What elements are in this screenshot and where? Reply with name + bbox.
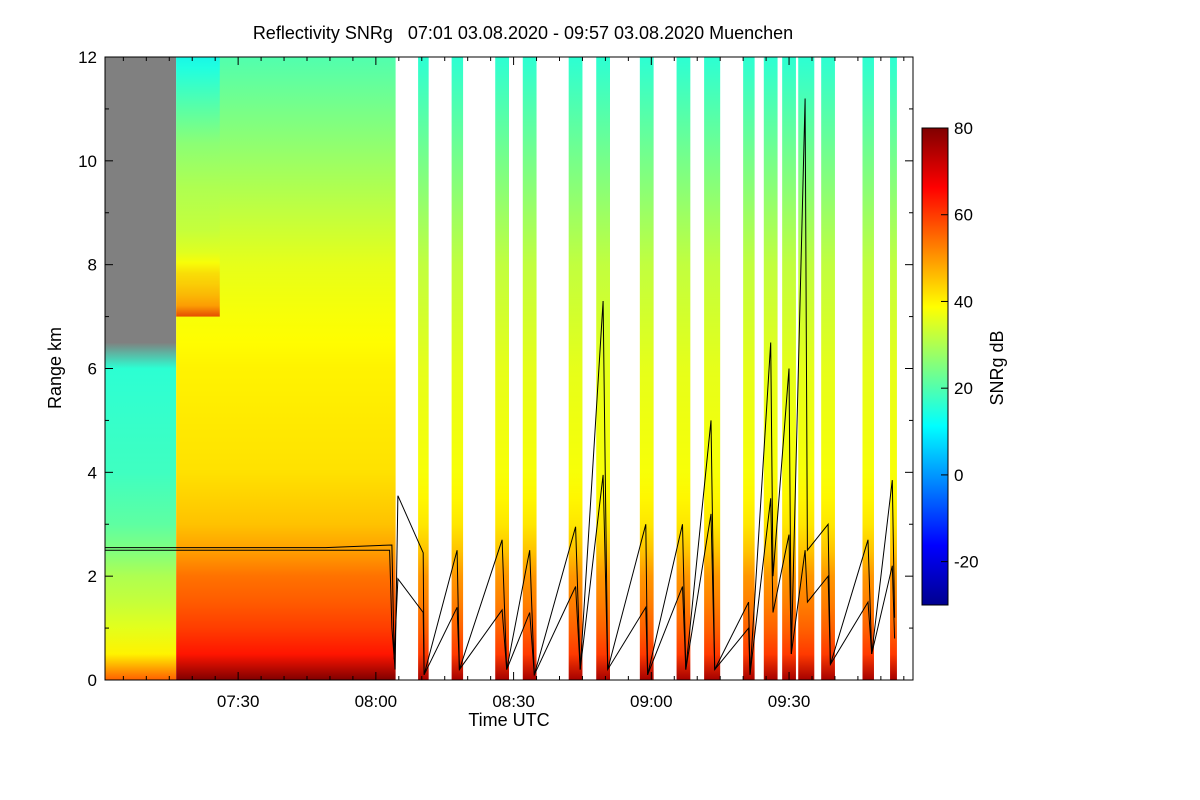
x-axis: 07:30 08:00 08:30 09:00 09:30 (122, 57, 905, 711)
colorbar-tick-label: -20 (954, 553, 979, 572)
heatmap-segment (862, 57, 874, 680)
x-tick-label: 09:30 (768, 692, 811, 711)
y-tick-label: 12 (78, 48, 97, 67)
heatmap-segment (176, 57, 220, 317)
heatmap-segment (704, 57, 721, 680)
colorbar-label: SNRg dB (987, 330, 1007, 405)
heatmap-segment (821, 57, 835, 680)
y-axis: 0 2 4 6 8 10 12 (78, 48, 913, 690)
y-axis-label: Range km (45, 327, 65, 409)
heatmap-segment (596, 57, 610, 680)
x-tick-label: 09:00 (630, 692, 673, 711)
heatmap-segment (522, 57, 537, 680)
colorbar-tick-label: 40 (954, 292, 973, 311)
chart-title: Reflectivity SNRg 07:01 03.08.2020 - 09:… (253, 23, 793, 43)
y-tick-label: 6 (88, 360, 97, 379)
y-tick-label: 8 (88, 256, 97, 275)
colorbar: -20 0 20 40 60 80 (921, 119, 979, 606)
heatmap-segment (495, 57, 509, 680)
heatmap-segment (418, 57, 429, 680)
overlay-line (105, 474, 896, 677)
x-tick-label: 08:00 (355, 692, 398, 711)
overlay-lines (105, 98, 896, 677)
heatmap-segment (890, 57, 897, 680)
x-axis-label: Time UTC (468, 710, 549, 730)
y-tick-label: 4 (88, 463, 97, 482)
colorbar-tick-label: 60 (954, 206, 973, 225)
heatmap-segment (743, 57, 755, 680)
heatmap-segment (676, 57, 691, 680)
colorbar-tick-label: 20 (954, 379, 973, 398)
y-tick-label: 2 (88, 567, 97, 586)
heatmap-segment (639, 57, 654, 680)
heatmap-segment (451, 57, 464, 680)
overlay-line (105, 98, 896, 675)
colorbar-tick-label: 0 (954, 466, 963, 485)
heatmap-segment (568, 57, 583, 680)
colorbar-tick-label: 80 (954, 119, 973, 138)
x-tick-label: 08:30 (492, 692, 535, 711)
heatmap-segment (105, 57, 177, 680)
x-tick-label: 07:30 (217, 692, 260, 711)
y-tick-label: 10 (78, 152, 97, 171)
colorbar-gradient (921, 127, 949, 606)
y-tick-label: 0 (88, 671, 97, 690)
